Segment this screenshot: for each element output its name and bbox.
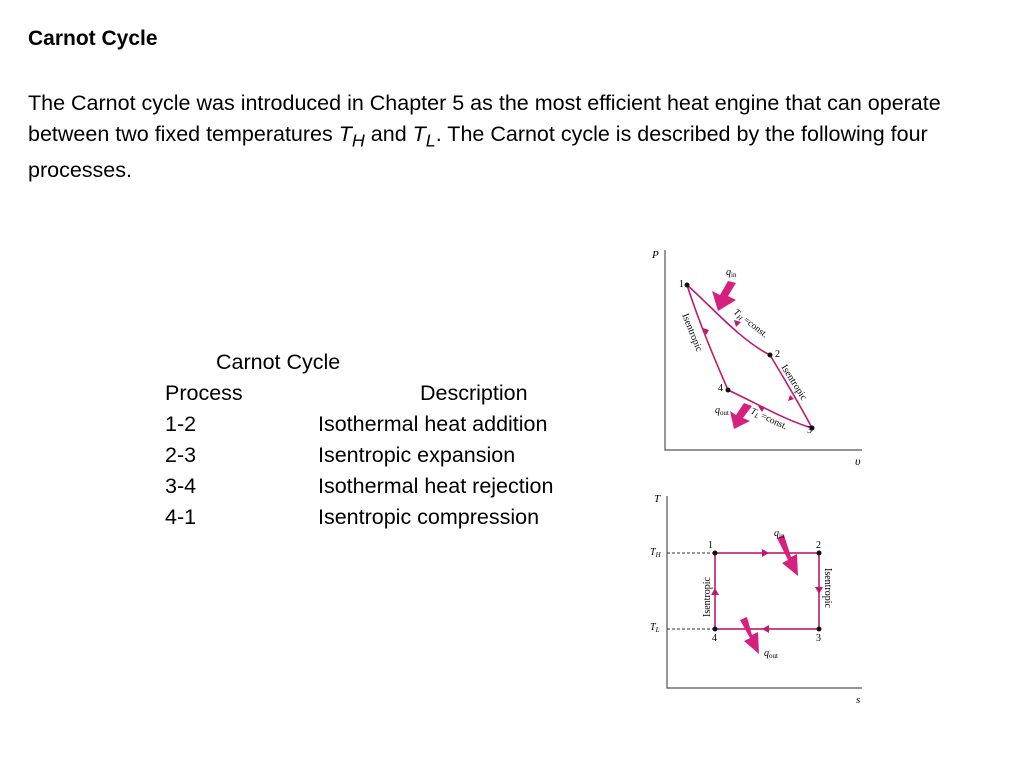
- q-in-arrow-icon: [712, 281, 736, 311]
- ts-tl-tick: TL: [650, 622, 660, 634]
- process-cell: 2-3: [165, 443, 197, 467]
- header-process: Process: [165, 381, 243, 405]
- intro-paragraph: The Carnot cycle was introduced in Chapt…: [28, 88, 1003, 186]
- table-row: 3-4 Isothermal heat rejection: [165, 471, 553, 502]
- ts-q-out-arrow-icon: [740, 617, 759, 654]
- pv-point-3: [809, 425, 815, 431]
- pv-curve-1-2: [686, 284, 771, 356]
- ts-cycle-rectangle: [714, 552, 820, 630]
- ts-arrowhead: [762, 625, 769, 633]
- ts-isentropic-left: Isentropic: [702, 576, 713, 617]
- pv-arrowhead: [703, 328, 709, 335]
- process-table: Carnot Cycle Process Description 1-2 Iso…: [165, 347, 553, 533]
- pv-curve-4-1: [686, 284, 729, 391]
- description-cell: Isothermal heat rejection: [318, 474, 554, 498]
- th-symbol: TH: [338, 121, 365, 150]
- ts-point-4: [712, 626, 718, 632]
- intro-and: and: [364, 121, 413, 146]
- pv-curve-2-3: [769, 354, 813, 429]
- tl-symbol: TL: [412, 121, 436, 150]
- pv-point-4: [725, 387, 731, 393]
- ts-y-axis-label: T: [654, 493, 661, 505]
- ts-isentropic-right: Isentropic: [822, 568, 833, 609]
- table-row: 2-3 Isentropic expansion: [165, 440, 553, 471]
- ts-arrowhead: [815, 587, 823, 594]
- pv-y-axis-label: P: [651, 249, 659, 261]
- ts-axes: [666, 496, 862, 689]
- description-cell: Isentropic compression: [318, 505, 540, 529]
- pv-point-2-label: 2: [775, 349, 780, 360]
- header-description: Description: [420, 381, 528, 405]
- slide-title: Carnot Cycle: [28, 27, 158, 50]
- pv-point-1-label: 1: [679, 279, 684, 290]
- ts-arrowhead: [762, 549, 769, 557]
- table-header: Process Description: [165, 378, 553, 409]
- ts-point-3: [816, 626, 822, 632]
- ts-q-in-arrow-icon: [777, 535, 798, 576]
- ts-point-1: [712, 550, 718, 556]
- description-cell: Isothermal heat addition: [318, 412, 548, 436]
- pv-point-3-label: 3: [807, 425, 812, 436]
- ts-q-in-label: qin: [774, 528, 785, 540]
- process-cell: 4-1: [165, 505, 197, 529]
- ts-point-2-label: 2: [816, 540, 821, 551]
- pv-x-axis-label: υ: [855, 454, 861, 468]
- ts-arrowhead: [711, 588, 719, 595]
- pv-point-4-label: 4: [718, 383, 723, 394]
- q-out-arrow-icon: [730, 403, 752, 429]
- description-cell: Isentropic expansion: [318, 443, 516, 467]
- ts-point-2: [816, 550, 822, 556]
- pv-point-2: [767, 352, 773, 358]
- table-row: 1-2 Isothermal heat addition: [165, 409, 553, 440]
- pv-arrowhead: [788, 395, 794, 401]
- pv-arrowhead: [734, 320, 741, 327]
- ts-q-out-label: qout: [764, 648, 778, 660]
- ts-point-3-label: 3: [816, 633, 821, 644]
- ts-point-4-label: 4: [712, 633, 717, 644]
- pv-diagram: P υ 1 2 3 4 qin qout TH =const. TL =cons…: [651, 249, 862, 468]
- pv-q-out-label: qout: [715, 405, 729, 417]
- intro-text-1: The Carnot cycle was introduced in Chapt…: [28, 91, 941, 146]
- intro-text-2: . The Carnot cycle is described by the f…: [28, 121, 928, 183]
- table-row: 4-1 Isentropic compression: [165, 502, 553, 533]
- process-cell: 3-4: [165, 474, 197, 498]
- ts-th-tick: TH: [650, 547, 662, 559]
- ts-diagram: T s TH TL 1 2 3 4 qin qout Isentropic Is…: [650, 493, 862, 706]
- ts-x-axis-label: s: [856, 694, 860, 706]
- pv-isentropic-left: Isentropic: [679, 312, 704, 354]
- pv-point-1: [684, 282, 690, 288]
- process-cell: 1-2: [165, 412, 197, 436]
- table-caption: Carnot Cycle: [216, 350, 341, 374]
- pv-q-in-label: qin: [726, 267, 737, 279]
- pv-arrowhead: [758, 406, 765, 412]
- pv-axes: [664, 250, 862, 451]
- pv-curve-3-4: [727, 389, 813, 429]
- ts-point-1-label: 1: [708, 540, 713, 551]
